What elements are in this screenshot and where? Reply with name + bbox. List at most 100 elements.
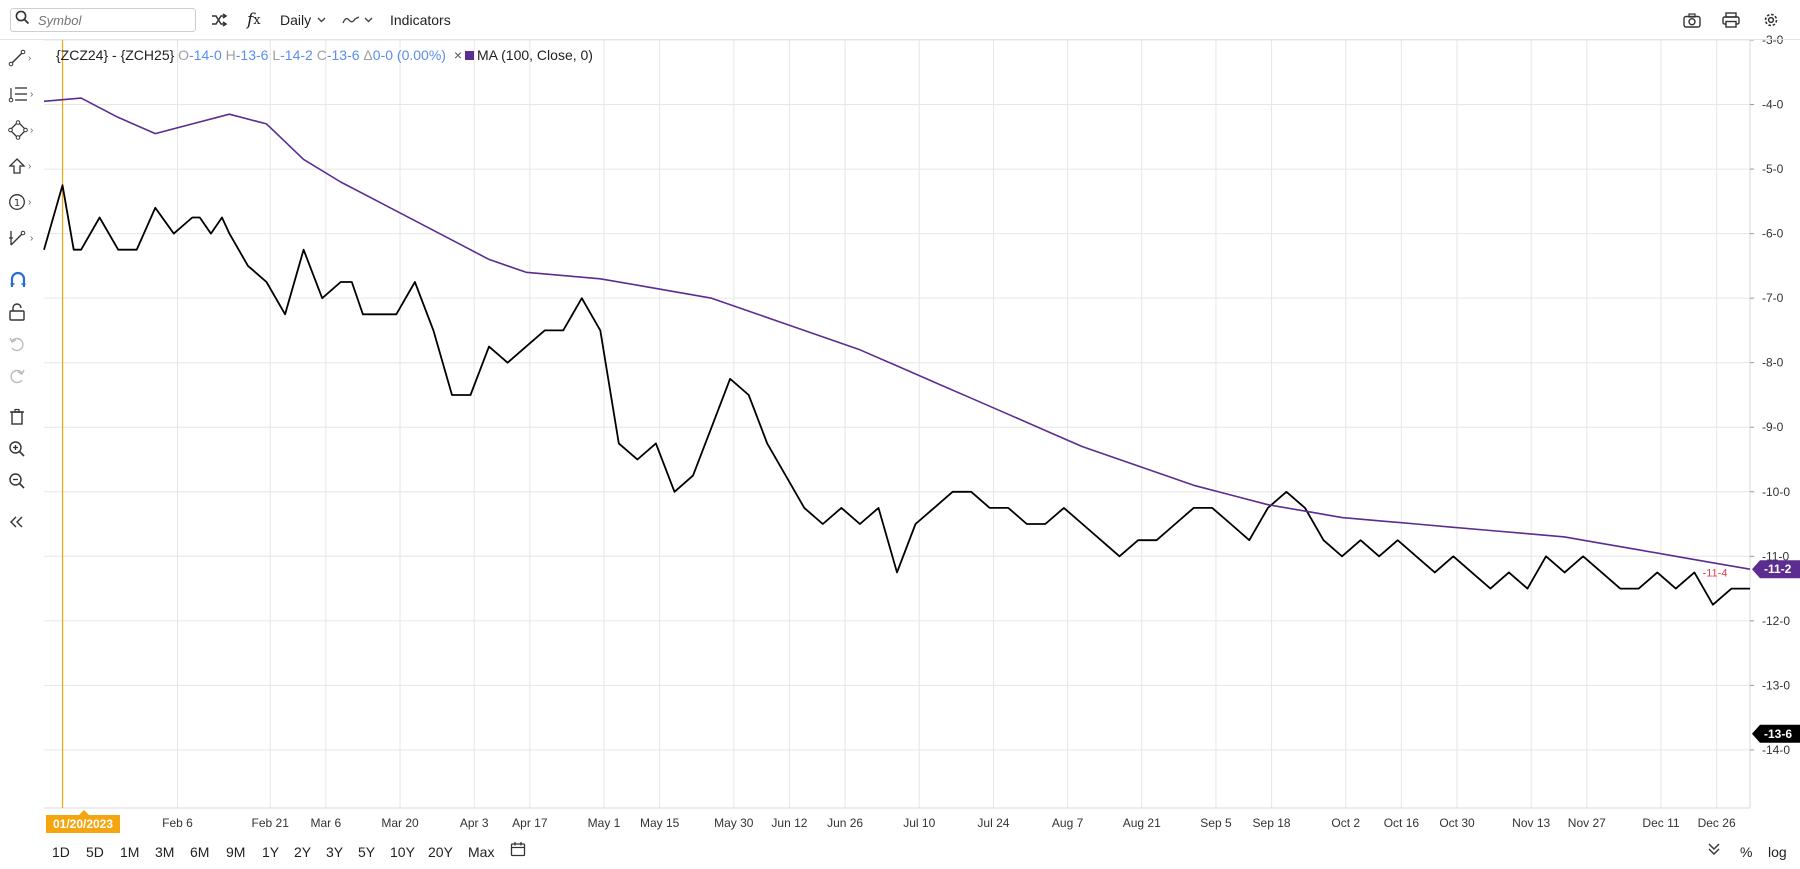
collapse-toolbar-button[interactable] <box>8 510 38 534</box>
symbol-search-input[interactable] <box>36 11 190 29</box>
magnet-icon <box>10 271 26 287</box>
x-tick-label: Sep 18 <box>1253 816 1291 830</box>
y-tick-label: -7-0 <box>1762 291 1784 305</box>
y-tick-label: -12-0 <box>1762 614 1790 628</box>
trendline-icon <box>8 49 26 67</box>
y-tick-label: -4-0 <box>1762 98 1784 112</box>
ma-color-swatch <box>465 51 475 60</box>
legend-change: 0-0 (0.00%) <box>372 47 446 63</box>
x-tick-label: Oct 2 <box>1331 816 1360 830</box>
range-button-10y[interactable]: 10Y <box>390 844 415 860</box>
fibonacci-tool[interactable]: › <box>8 82 38 106</box>
chevron-down-icon <box>317 17 326 23</box>
search-icon <box>15 10 30 30</box>
annotation-tool[interactable]: 1 › <box>8 190 38 214</box>
y-tick-label: -3-0 <box>1762 33 1784 47</box>
line-chart-icon <box>342 14 360 26</box>
legend-open: -14-0 <box>189 47 222 63</box>
range-button-6m[interactable]: 6M <box>190 844 210 860</box>
x-tick-label: Apr 17 <box>512 816 548 830</box>
indicators-button[interactable]: Indicators <box>390 12 451 28</box>
magnet-tool[interactable] <box>8 268 38 292</box>
zoom-in-icon <box>9 441 25 457</box>
shuffle-icon[interactable] <box>210 8 228 32</box>
legend-low-label: L <box>272 47 281 63</box>
legend-low: -14-2 <box>280 47 313 63</box>
legend-high-label: H <box>225 47 236 63</box>
interval-dropdown[interactable]: Daily <box>280 8 326 32</box>
percent-scale-toggle[interactable]: % <box>1740 844 1753 860</box>
calendar-button[interactable] <box>510 841 526 860</box>
undo-button[interactable] <box>8 332 38 356</box>
x-tick-label: May 30 <box>714 816 754 830</box>
lock-tool[interactable] <box>8 300 38 324</box>
range-button-1y[interactable]: 1Y <box>262 844 280 860</box>
gear-icon[interactable] <box>1762 8 1780 32</box>
legend-symbol: {ZCZ24} - {ZCH25} <box>56 47 175 63</box>
log-scale-toggle[interactable]: log <box>1768 844 1787 860</box>
price-series-line <box>43 184 1750 606</box>
range-button-5d[interactable]: 5D <box>86 844 104 860</box>
legend-close: -13-6 <box>326 47 360 63</box>
y-tick-label: -10-0 <box>1762 485 1790 499</box>
series-lines <box>43 97 1751 606</box>
y-tick-label: -8-0 <box>1762 356 1784 370</box>
fibonacci-icon <box>8 87 27 103</box>
zoom-in-button[interactable] <box>8 437 38 461</box>
ma-series-line <box>43 97 1751 570</box>
unlock-icon <box>9 303 25 321</box>
legend-indicator[interactable]: MA (100, Close, 0) <box>477 47 593 63</box>
x-tick-label: Sep 5 <box>1200 816 1232 830</box>
range-button-1d[interactable]: 1D <box>52 844 70 860</box>
x-tick-label: Aug 7 <box>1052 816 1084 830</box>
x-tick-label: Mar 6 <box>311 816 342 830</box>
x-tick-label: May 15 <box>640 816 680 830</box>
range-button-max[interactable]: Max <box>468 844 495 860</box>
arrow-up-icon <box>8 158 26 174</box>
range-button-1m[interactable]: 1M <box>120 844 140 860</box>
horizontal-line-drawing[interactable]: -11-4 <box>1703 568 1750 590</box>
y-tick-label: -11-0 <box>1762 549 1789 563</box>
range-button-2y[interactable]: 2Y <box>294 844 312 860</box>
x-tick-label: Dec 26 <box>1698 816 1736 830</box>
double-chevron-left-icon <box>10 516 23 528</box>
x-tick-label: Feb 6 <box>162 816 193 830</box>
shape-icon <box>8 120 28 140</box>
range-button-5y[interactable]: 5Y <box>358 844 376 860</box>
price-last-value-tag: -13-6 <box>1764 727 1792 741</box>
ma-last-value-tag: -11-2 <box>1764 562 1792 576</box>
range-button-9m[interactable]: 9M <box>226 844 246 860</box>
trendline-tool[interactable]: › <box>8 46 38 70</box>
y-tick-label: -5-0 <box>1762 162 1784 176</box>
calendar-icon <box>510 842 526 857</box>
x-tick-label: Dec 11 <box>1642 816 1679 830</box>
undo-icon <box>9 337 24 352</box>
measure-tool[interactable]: › <box>8 226 38 250</box>
range-button-20y[interactable]: 20Y <box>428 844 453 860</box>
redo-button[interactable] <box>8 364 38 388</box>
delete-button[interactable] <box>8 405 38 429</box>
camera-icon[interactable] <box>1683 8 1701 32</box>
redo-icon <box>10 369 25 384</box>
remove-comparison-button[interactable]: × <box>453 47 463 63</box>
scroll-end-button[interactable] <box>1707 842 1721 859</box>
arrow-tool[interactable]: › <box>8 154 38 178</box>
legend-change-label: Δ <box>363 47 373 63</box>
ma-last-value-tag-bg <box>1752 560 1800 579</box>
price-last-value-tag-bg <box>1752 724 1800 743</box>
last-value-tags: -11-2 -13-6 <box>1752 560 1800 743</box>
print-icon[interactable] <box>1722 8 1740 32</box>
y-gridlines <box>44 39 1750 751</box>
range-button-3m[interactable]: 3M <box>155 844 175 860</box>
shape-tool[interactable]: › <box>8 118 38 142</box>
chart-type-dropdown[interactable] <box>342 8 373 32</box>
zoom-out-button[interactable] <box>8 469 38 493</box>
interval-label: Daily <box>280 12 312 28</box>
x-tick-label: Jun 12 <box>771 816 807 830</box>
symbol-search[interactable] <box>10 8 196 32</box>
range-button-3y[interactable]: 3Y <box>326 844 344 860</box>
x-tick-label: Jul 10 <box>903 816 935 830</box>
x-tick-label: Aug 21 <box>1123 816 1161 830</box>
